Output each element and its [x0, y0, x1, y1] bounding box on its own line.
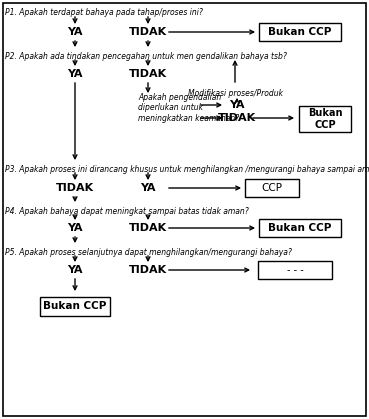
Text: TIDAK: TIDAK	[129, 27, 167, 37]
Text: TIDAK: TIDAK	[56, 183, 94, 193]
Text: TIDAK: TIDAK	[129, 223, 167, 233]
Text: TIDAK: TIDAK	[129, 69, 167, 79]
Text: P4. Apakah bahaya dapat meningkat sampai batas tidak aman?: P4. Apakah bahaya dapat meningkat sampai…	[5, 207, 249, 216]
Text: Bukan CCP: Bukan CCP	[268, 223, 332, 233]
Text: P1. Apakah terdapat bahaya pada tahap/proses ini?: P1. Apakah terdapat bahaya pada tahap/pr…	[5, 8, 203, 17]
Text: YA: YA	[229, 100, 245, 110]
Text: - - -: - - -	[287, 265, 303, 275]
Bar	[259, 219, 341, 237]
Bar	[299, 106, 351, 132]
Text: Bukan CCP: Bukan CCP	[43, 301, 107, 311]
Text: Modifikasi proses/Produk: Modifikasi proses/Produk	[187, 88, 283, 98]
Text: Apakah pengendalian
diperlukan untuk
meningkatkan keamanan?: Apakah pengendalian diperlukan untuk men…	[138, 93, 239, 123]
Text: YA: YA	[67, 69, 83, 79]
Text: Bukan
CCP: Bukan CCP	[308, 108, 342, 130]
Text: TIDAK: TIDAK	[218, 113, 256, 123]
Bar	[259, 23, 341, 41]
Text: Bukan CCP: Bukan CCP	[268, 27, 332, 37]
Text: YA: YA	[140, 183, 156, 193]
Text: YA: YA	[67, 27, 83, 37]
Text: YA: YA	[67, 223, 83, 233]
Bar	[40, 297, 110, 316]
Text: YA: YA	[67, 265, 83, 275]
Bar	[245, 179, 299, 197]
Text: P5. Apakah proses selanjutnya dapat menghilangkan/mengurangi bahaya?: P5. Apakah proses selanjutnya dapat meng…	[5, 248, 292, 257]
Text: P2. Apakah ada tindakan pencegahan untuk men gendalikan bahaya tsb?: P2. Apakah ada tindakan pencegahan untuk…	[5, 52, 287, 61]
Text: TIDAK: TIDAK	[129, 265, 167, 275]
Text: P3. Apakah proses ini dirancang khusus untuk menghilangkan /mengurangi bahaya sa: P3. Apakah proses ini dirancang khusus u…	[5, 165, 369, 174]
Text: CCP: CCP	[262, 183, 283, 193]
Bar	[258, 261, 332, 279]
